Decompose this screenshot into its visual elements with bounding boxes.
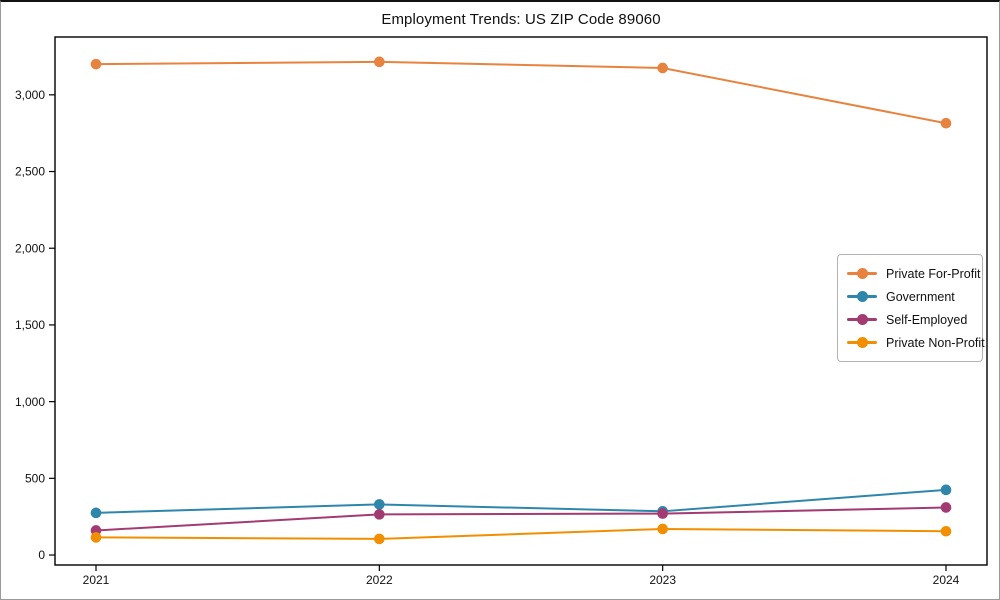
data-point-marker [940,484,952,496]
data-point-marker [657,508,668,519]
axes-box [54,36,988,566]
data-point-marker [374,56,385,68]
series-line [95,488,947,514]
circle-marker-icon [857,291,868,302]
y-tick-label: 500 [25,472,45,486]
circle-marker-icon [857,337,868,348]
x-tick-label: 2021 [83,573,110,587]
x-tick-label: 2023 [649,573,676,587]
legend-item-private-for-profit[interactable]: Private For-Profit [847,262,980,285]
data-point-marker [374,499,385,510]
legend-swatch-government [847,291,877,302]
series-line [95,60,947,125]
data-point-marker [90,532,102,543]
circle-marker-icon [857,268,868,279]
data-point-marker [940,525,952,537]
chart-title: Employment Trends: US ZIP Code 89060 [381,11,661,28]
legend-swatch-private-non-profit [847,337,877,348]
x-tick-label: 2022 [366,573,393,587]
data-point-marker [940,502,952,513]
series-line [95,506,947,532]
data-point-marker [374,533,385,545]
y-tick-label: 1,000 [15,395,45,409]
legend-item-government[interactable]: Government [847,285,973,308]
legend-swatch-private-for-profit [847,268,877,279]
legend-label: Government [886,289,955,304]
legend-label: Self-Employed [886,312,968,327]
y-tick-label: 1,500 [15,318,45,332]
data-point-marker [940,117,952,129]
data-point-marker [90,507,102,519]
legend-item-private-non-profit[interactable]: Private Non-Profit [847,331,985,354]
legend-swatch-self-employed [847,314,877,325]
y-tick-label: 3,000 [15,88,45,102]
data-point-marker [657,523,668,535]
data-point-marker [90,58,102,70]
legend-label: Private For-Profit [886,266,981,281]
y-tick-label: 2,500 [15,165,45,179]
data-point-marker [657,62,668,74]
series-line [95,527,947,540]
legend[interactable]: Private For-Profit Government Self-Emplo… [837,254,985,362]
y-tick-label: 0 [38,548,45,562]
legend-item-self-employed[interactable]: Self-Employed [847,308,973,331]
legend-label: Private Non-Profit [886,335,985,350]
circle-marker-icon [857,314,868,325]
x-tick-label: 2024 [933,573,960,587]
y-tick-label: 2,000 [15,241,45,255]
data-point-marker [374,509,385,520]
